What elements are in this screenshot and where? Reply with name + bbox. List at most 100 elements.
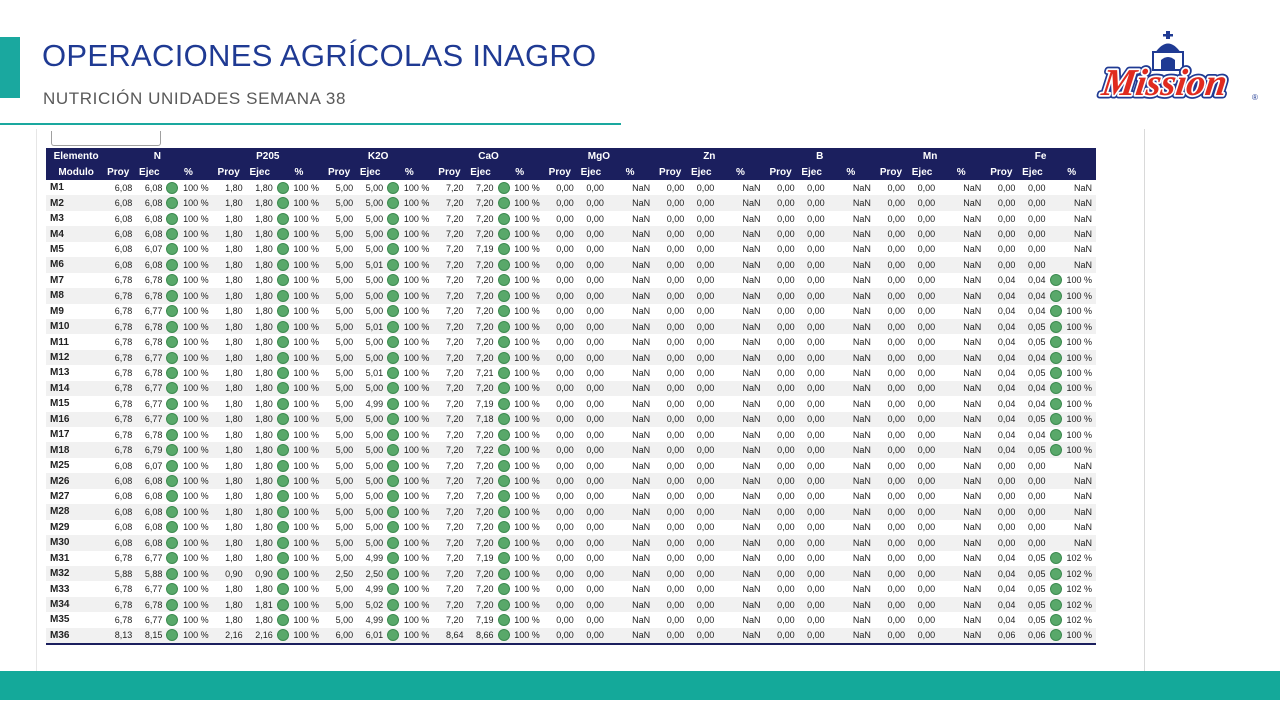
module-cell: M27	[50, 490, 70, 502]
status-cell	[937, 334, 953, 349]
table-row: M5 6,08 6,07 100 % 1,80 1,80 100 % 5,00 5,00 100 …	[46, 242, 1096, 257]
status-dot-icon	[1049, 305, 1062, 318]
percent-cell: 102 %	[1066, 553, 1092, 564]
ejec-cell: 1,80	[255, 398, 273, 409]
ejec-cell: 7,20	[476, 213, 494, 224]
proy-cell: 0,04	[997, 445, 1016, 456]
status-cell	[827, 535, 843, 550]
ejec-cell: 0,00	[696, 290, 715, 301]
status-cell	[716, 581, 732, 596]
status-cell	[496, 442, 512, 457]
proy-cell: 6,08	[114, 537, 133, 548]
proy-cell: 1,80	[225, 445, 243, 456]
percent-cell: 100 %	[403, 445, 430, 456]
status-cell	[385, 365, 401, 380]
status-cell	[827, 288, 843, 303]
percent-cell: NaN	[963, 553, 982, 564]
status-dot-icon	[497, 228, 510, 241]
status-cell	[606, 396, 622, 411]
percent-cell: NaN	[852, 429, 871, 440]
ejec-cell: 0,00	[586, 599, 604, 610]
percent-cell: 100 %	[403, 522, 430, 533]
ejec-cell: 0,00	[696, 367, 715, 378]
proy-cell: 0,04	[997, 306, 1016, 317]
proy-cell: 0,04	[997, 553, 1016, 564]
status-dot-icon	[497, 459, 510, 472]
percent-cell: 100 %	[293, 182, 319, 193]
module-cell: M31	[50, 552, 70, 564]
module-cell: M14	[50, 382, 70, 394]
proy-cell: 1,80	[225, 460, 243, 471]
status-dot-icon	[387, 181, 400, 194]
proy-cell: 0,04	[997, 429, 1016, 440]
ejec-cell: 0,00	[1027, 460, 1046, 471]
status-cell	[1047, 195, 1063, 210]
proy-cell: 0,00	[887, 491, 906, 502]
status-cell	[275, 180, 291, 195]
proy-cell: 0,00	[777, 460, 795, 471]
header-proy: Proy	[548, 166, 571, 178]
ejec-cell: 0,00	[807, 522, 825, 533]
status-cell	[606, 597, 622, 612]
proy-cell: 0,00	[777, 182, 795, 193]
slicer-widget[interactable]	[51, 131, 161, 146]
proy-cell: 0,00	[887, 553, 906, 564]
table-row: M36 8,13 8,15 100 % 2,16 2,16 100 % 6,00 6,01 100…	[46, 627, 1096, 644]
proy-cell: 0,00	[666, 182, 685, 193]
proy-cell: 6,00	[335, 630, 354, 641]
proy-cell: 0,00	[666, 352, 685, 363]
proy-cell: 0,00	[997, 213, 1016, 224]
percent-cell: 100 %	[293, 352, 319, 363]
proy-cell: 1,80	[225, 614, 243, 625]
header-percent: %	[1067, 166, 1077, 178]
status-dot-icon	[387, 521, 400, 534]
ejec-cell: 0,00	[586, 383, 604, 394]
table-row: M1 6,08 6,08 100 % 1,80 1,80 100 % 5,00 5,00 100 …	[46, 180, 1096, 195]
proy-cell: 0,00	[666, 522, 685, 533]
proy-cell: 0,04	[997, 290, 1016, 301]
proy-cell: 0,00	[887, 522, 906, 533]
percent-cell: NaN	[963, 522, 982, 533]
status-cell	[275, 597, 291, 612]
proy-cell: 0,00	[556, 290, 574, 301]
status-cell	[496, 458, 512, 473]
proy-cell: 0,00	[777, 306, 795, 317]
table-row: M9 6,78 6,77 100 % 1,80 1,80 100 % 5,00 5,00 100 …	[46, 304, 1096, 319]
percent-cell: NaN	[742, 460, 761, 471]
ejec-cell: 0,04	[1027, 306, 1046, 317]
percent-cell: 100 %	[183, 198, 209, 209]
status-cell	[496, 427, 512, 442]
ejec-cell: 0,00	[807, 491, 825, 502]
ejec-cell: 5,02	[365, 599, 384, 610]
status-cell	[606, 319, 622, 334]
proy-cell: 0,00	[777, 537, 795, 548]
ejec-cell: 0,00	[917, 414, 936, 425]
percent-cell: 100 %	[183, 506, 209, 517]
ejec-cell: 0,05	[1027, 321, 1046, 332]
status-cell	[275, 273, 291, 288]
status-dot-icon	[497, 289, 510, 302]
ejec-cell: 8,15	[144, 630, 163, 641]
percent-cell: 100 %	[403, 198, 430, 209]
proy-cell: 0,00	[666, 213, 685, 224]
status-dot-icon	[497, 552, 510, 565]
status-cell	[937, 566, 953, 581]
ejec-cell: 0,04	[1027, 352, 1046, 363]
status-cell	[1047, 504, 1063, 519]
proy-cell: 7,20	[445, 445, 464, 456]
percent-cell: 100 %	[514, 553, 540, 564]
ejec-cell: 7,20	[476, 182, 494, 193]
status-dot-icon	[497, 197, 510, 210]
percent-cell: 102 %	[1066, 614, 1092, 625]
status-cell	[385, 628, 401, 643]
proy-cell: 1,80	[225, 414, 243, 425]
status-dot-icon	[276, 629, 289, 642]
percent-cell: 100 %	[514, 259, 540, 270]
ejec-cell: 0,00	[917, 367, 936, 378]
status-cell	[937, 396, 953, 411]
proy-cell: 1,80	[225, 584, 243, 595]
proy-cell: 6,78	[114, 290, 133, 301]
status-cell	[275, 396, 291, 411]
ejec-cell: 0,05	[1027, 445, 1046, 456]
percent-cell: 100 %	[183, 537, 209, 548]
